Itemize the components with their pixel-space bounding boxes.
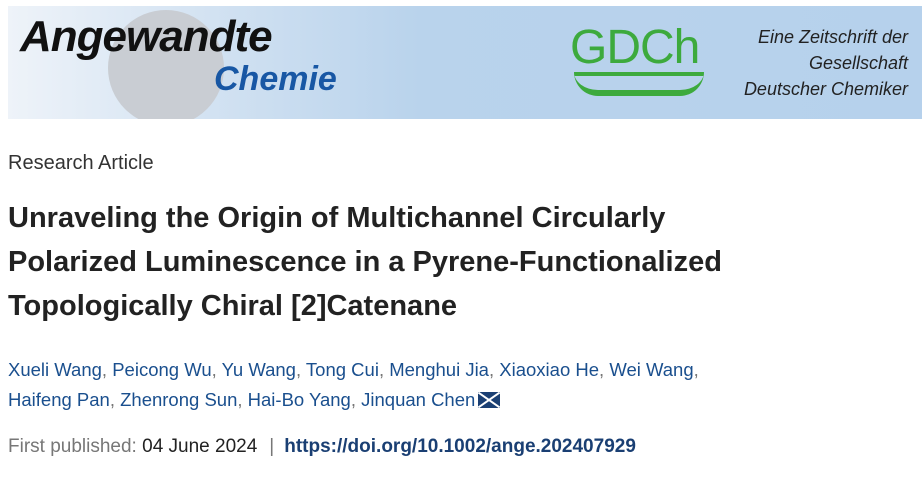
author-link[interactable]: Hai-Bo Yang xyxy=(247,389,351,410)
gdch-logo: GDCh xyxy=(570,21,700,74)
title-line: Unraveling the Origin of Multichannel Ci… xyxy=(8,202,666,234)
author-link[interactable]: Menghui Jia xyxy=(389,359,489,380)
envelope-icon[interactable] xyxy=(478,392,501,408)
author-link[interactable]: Wei Wang xyxy=(609,359,694,380)
published-label: First published: xyxy=(8,436,137,457)
author-link[interactable]: Tong Cui xyxy=(305,359,379,380)
title-line: Topologically Chiral [2]Catenane xyxy=(8,290,458,322)
author-link[interactable]: Xueli Wang xyxy=(8,359,102,380)
society-tagline: Eine Zeitschrift der Gesellschaft Deutsc… xyxy=(744,24,908,102)
author-link[interactable]: Haifeng Pan xyxy=(8,389,110,410)
title-line: Polarized Luminescence in a Pyrene-Funct… xyxy=(8,246,722,278)
tagline-line: Eine Zeitschrift der xyxy=(757,27,908,47)
author-link[interactable]: Yu Wang xyxy=(221,359,296,380)
logo-circle xyxy=(108,10,224,119)
published-date: 04 June 2024 xyxy=(142,436,258,457)
separator: | xyxy=(269,436,275,457)
article-type: Research Article xyxy=(8,152,154,174)
publication-info: First published: 04 June 2024 | https://do… xyxy=(8,436,636,458)
gdch-bowl-icon xyxy=(574,72,704,96)
article-title: Unraveling the Origin of Multichannel Ci… xyxy=(8,196,908,328)
author-list: Xueli Wang, Peicong Wu, Yu Wang, Tong Cu… xyxy=(8,359,699,410)
author-link[interactable]: Xiaoxiao He xyxy=(499,359,600,380)
doi-link[interactable]: https://doi.org/10.1002/ange.202407929 xyxy=(284,436,636,457)
author-link[interactable]: Zhenrong Sun xyxy=(120,389,238,410)
tagline-line: Deutscher Chemiker xyxy=(743,79,908,99)
journal-logo-chemie: Chemie xyxy=(214,60,337,98)
journal-banner[interactable]: Angewandte Chemie GDCh Eine Zeitschrift … xyxy=(8,6,922,119)
author-link[interactable]: Peicong Wu xyxy=(112,359,212,380)
author-link[interactable]: Jinquan Chen xyxy=(361,389,476,410)
tagline-line: Gesellschaft xyxy=(808,53,908,73)
journal-logo-angewandte: Angewandte xyxy=(20,12,273,61)
